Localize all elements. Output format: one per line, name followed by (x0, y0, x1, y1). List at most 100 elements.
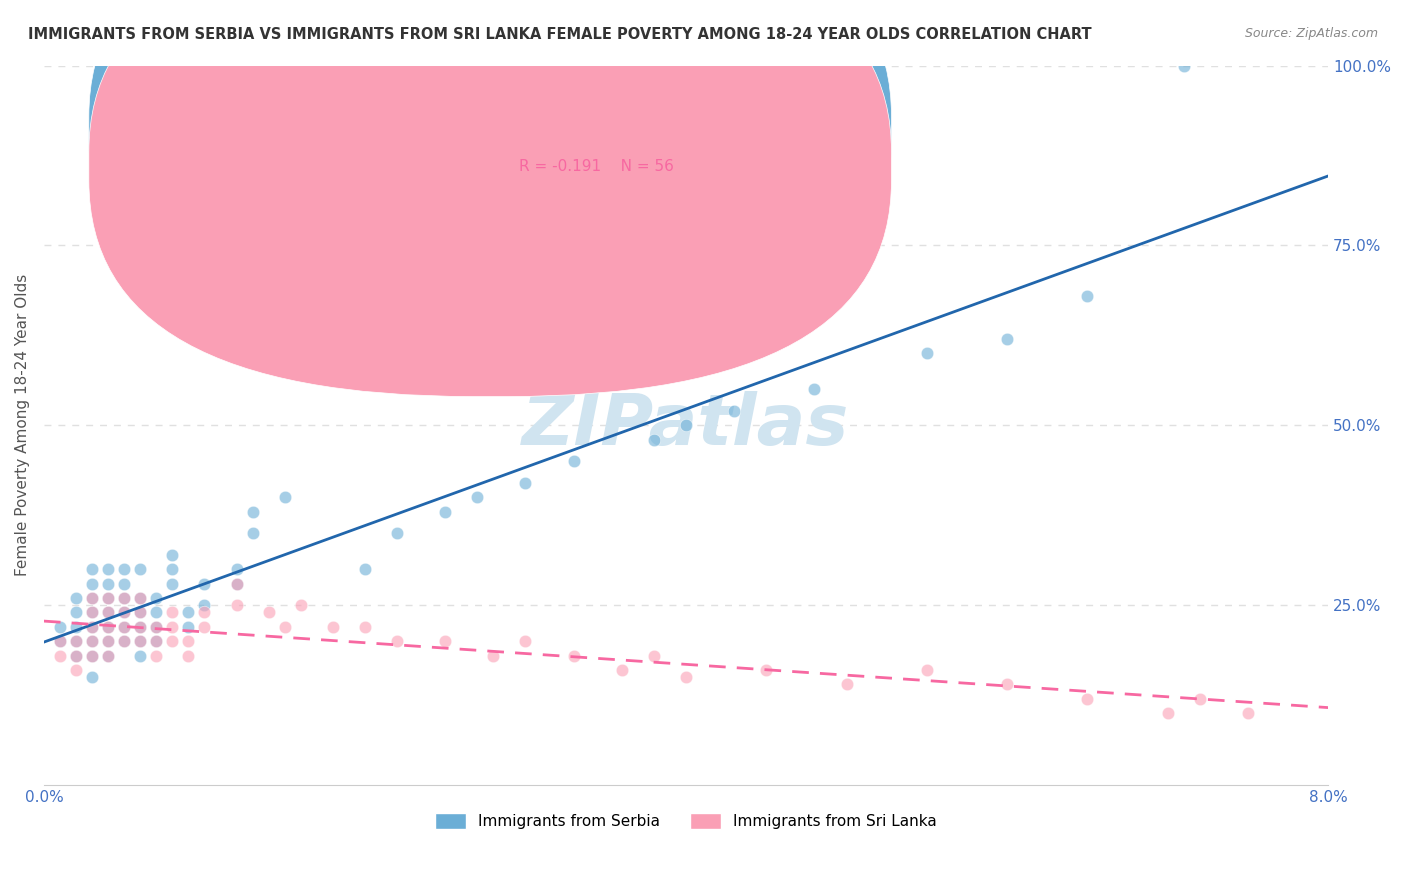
Point (65, 634, 87, 648)
Point (80, 606, 103, 620)
Point (610, 663, 633, 677)
Point (97, 634, 120, 648)
Point (434, 505, 457, 519)
Point (112, 562, 135, 576)
Point (97, 591, 120, 605)
Y-axis label: Female Poverty Among 18-24 Year Olds: Female Poverty Among 18-24 Year Olds (15, 274, 30, 576)
Text: ZIPatlas: ZIPatlas (522, 391, 849, 460)
Point (49, 634, 72, 648)
Point (354, 562, 377, 576)
Point (112, 634, 135, 648)
Point (562, 648, 585, 663)
Point (97, 620, 120, 634)
Point (145, 634, 167, 648)
Point (145, 591, 167, 605)
Point (129, 562, 152, 576)
Text: IMMIGRANTS FROM SERBIA VS IMMIGRANTS FROM SRI LANKA FEMALE POVERTY AMONG 18-24 Y: IMMIGRANTS FROM SERBIA VS IMMIGRANTS FRO… (28, 27, 1091, 42)
Point (1237, 706, 1260, 720)
Point (193, 576, 215, 591)
Point (80, 634, 103, 648)
Point (1076, 289, 1098, 303)
Legend: Immigrants from Serbia, Immigrants from Sri Lanka: Immigrants from Serbia, Immigrants from … (429, 806, 943, 835)
Point (675, 418, 697, 433)
Point (129, 606, 152, 620)
Point (193, 606, 215, 620)
Point (755, 663, 778, 677)
Point (80, 606, 103, 620)
Point (145, 606, 167, 620)
Point (643, 433, 665, 447)
Point (225, 576, 247, 591)
Point (97, 606, 120, 620)
Point (915, 663, 938, 677)
Point (129, 634, 152, 648)
Point (129, 606, 152, 620)
Point (80, 591, 103, 605)
Point (177, 606, 200, 620)
Point (97, 606, 120, 620)
Point (80, 620, 103, 634)
Point (145, 620, 167, 634)
Point (225, 562, 247, 576)
Point (162, 548, 184, 562)
Point (80, 670, 103, 684)
Point (129, 620, 152, 634)
Point (80, 576, 103, 591)
Point (1076, 691, 1098, 706)
Point (129, 591, 152, 605)
Point (97, 648, 120, 663)
FancyBboxPatch shape (89, 0, 891, 397)
Point (562, 454, 585, 468)
Point (225, 598, 247, 612)
Point (995, 677, 1018, 691)
Point (1173, 59, 1195, 73)
Point (112, 620, 135, 634)
Point (177, 648, 200, 663)
Point (145, 634, 167, 648)
Point (97, 620, 120, 634)
Point (515, 634, 537, 648)
Point (835, 677, 858, 691)
Point (145, 620, 167, 634)
Point (354, 620, 377, 634)
Point (97, 634, 120, 648)
Text: Source: ZipAtlas.com: Source: ZipAtlas.com (1244, 27, 1378, 40)
Point (80, 648, 103, 663)
Point (65, 663, 87, 677)
Point (193, 598, 215, 612)
Point (273, 620, 295, 634)
Point (242, 505, 264, 519)
Point (242, 526, 264, 541)
Point (49, 634, 72, 648)
Point (482, 648, 505, 663)
Point (97, 648, 120, 663)
Point (112, 620, 135, 634)
Point (915, 346, 938, 360)
Point (80, 591, 103, 605)
Point (65, 648, 87, 663)
Point (80, 620, 103, 634)
Point (65, 620, 87, 634)
Point (65, 591, 87, 605)
Point (80, 634, 103, 648)
Point (65, 634, 87, 648)
Point (49, 620, 72, 634)
Point (112, 591, 135, 605)
Point (385, 634, 408, 648)
Point (1188, 691, 1211, 706)
Point (145, 648, 167, 663)
Point (162, 620, 184, 634)
Point (162, 606, 184, 620)
Point (97, 562, 120, 576)
Point (385, 526, 408, 541)
Point (80, 562, 103, 576)
Point (177, 634, 200, 648)
Point (129, 648, 152, 663)
Point (65, 606, 87, 620)
Point (112, 576, 135, 591)
Point (49, 648, 72, 663)
Point (97, 576, 120, 591)
Point (273, 491, 295, 505)
Point (643, 648, 665, 663)
Text: R = 0.506    N = 64: R = 0.506 N = 64 (519, 116, 668, 130)
